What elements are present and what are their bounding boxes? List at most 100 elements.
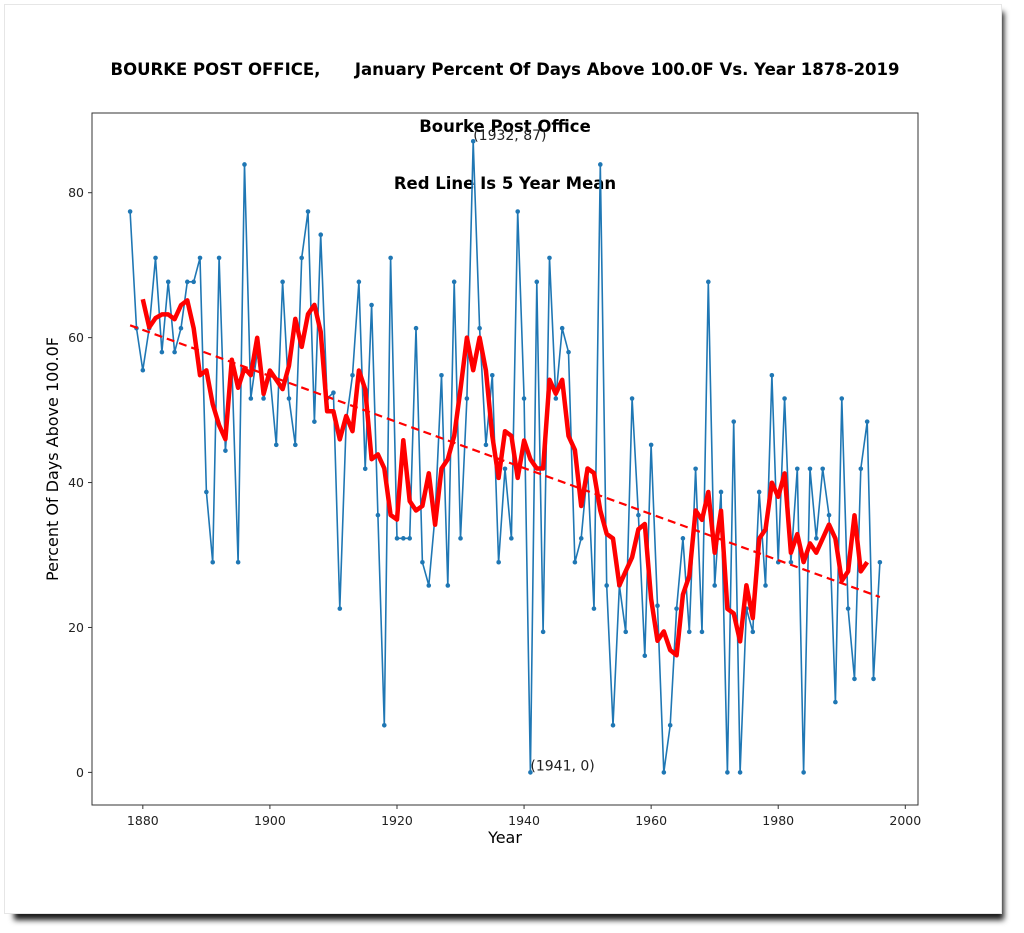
data-point bbox=[223, 448, 228, 453]
data-series-line bbox=[129, 141, 881, 773]
data-point bbox=[204, 489, 209, 495]
data-point bbox=[871, 676, 876, 682]
data-point bbox=[553, 396, 559, 401]
title-line-1: BOURKE POST OFFICE, January Percent Of D… bbox=[110, 60, 900, 79]
annotations: (1932, 87) (1941, 0) bbox=[473, 128, 595, 774]
annotation-label: (1941, 0) bbox=[530, 758, 594, 774]
data-point bbox=[369, 302, 374, 308]
data-point bbox=[140, 367, 146, 373]
data-point bbox=[496, 559, 501, 565]
data-point bbox=[356, 279, 362, 285]
data-point bbox=[712, 583, 717, 588]
data-point bbox=[178, 325, 184, 331]
data-point bbox=[299, 255, 304, 261]
data-point bbox=[839, 396, 845, 401]
data-point bbox=[807, 466, 813, 472]
data-point bbox=[598, 162, 603, 167]
data-point bbox=[801, 770, 806, 775]
data-point bbox=[248, 396, 254, 401]
data-point bbox=[693, 466, 698, 472]
data-point bbox=[458, 536, 463, 541]
data-point bbox=[445, 583, 451, 588]
chart-title: BOURKE POST OFFICE, January Percent Of D… bbox=[0, 22, 1010, 212]
x-axis-label: Year bbox=[487, 828, 522, 847]
data-point bbox=[312, 419, 317, 424]
data-point bbox=[737, 770, 743, 775]
data-point bbox=[127, 209, 133, 214]
data-point bbox=[509, 536, 514, 541]
title-line-3: Red Line Is 5 Year Mean bbox=[393, 174, 617, 193]
data-point bbox=[210, 559, 216, 565]
data-point bbox=[502, 466, 508, 472]
y-axis-label: Percent Of Days Above 100.0F bbox=[43, 337, 62, 581]
x-tick-label: 1920 bbox=[381, 813, 413, 828]
data-point bbox=[407, 536, 412, 541]
data-point bbox=[782, 396, 787, 401]
data-point bbox=[610, 722, 616, 728]
data-point bbox=[280, 279, 285, 285]
plot-area bbox=[127, 138, 883, 775]
data-point bbox=[756, 489, 762, 495]
data-point bbox=[331, 390, 336, 395]
data-point bbox=[375, 512, 381, 518]
data-point bbox=[655, 603, 660, 609]
data-point bbox=[394, 536, 400, 541]
y-tick-label: 80 bbox=[68, 185, 84, 200]
data-point bbox=[661, 770, 667, 775]
axes-frame bbox=[91, 112, 919, 806]
data-point bbox=[489, 373, 495, 378]
data-point bbox=[680, 536, 686, 541]
data-point bbox=[337, 606, 343, 611]
x-tick-label: 1880 bbox=[127, 813, 159, 828]
data-point bbox=[699, 629, 705, 635]
data-point bbox=[833, 699, 838, 705]
data-point bbox=[293, 442, 298, 448]
data-point bbox=[172, 349, 177, 355]
data-point bbox=[286, 396, 292, 401]
data-point bbox=[197, 255, 203, 261]
data-point bbox=[216, 255, 222, 261]
data-point bbox=[401, 536, 406, 541]
data-point bbox=[820, 466, 825, 472]
annotation-label: (1932, 87) bbox=[473, 128, 546, 144]
y-tick-label: 60 bbox=[68, 330, 84, 345]
data-point bbox=[165, 279, 171, 285]
data-point bbox=[483, 442, 489, 448]
data-point bbox=[273, 442, 279, 448]
data-point bbox=[706, 279, 711, 285]
data-point bbox=[381, 722, 387, 728]
data-point bbox=[388, 255, 393, 261]
data-point bbox=[185, 279, 190, 285]
data-point bbox=[191, 279, 196, 285]
data-point bbox=[572, 559, 578, 565]
data-point bbox=[852, 676, 857, 682]
data-point bbox=[153, 255, 158, 261]
data-point bbox=[515, 209, 521, 214]
x-ticks: 1880 1900 1920 1940 1960 1980 2000 bbox=[127, 805, 921, 828]
data-point bbox=[731, 419, 737, 424]
data-point bbox=[623, 629, 629, 635]
data-point bbox=[858, 466, 864, 472]
data-point bbox=[521, 396, 527, 401]
data-point bbox=[788, 559, 794, 565]
data-point bbox=[559, 325, 565, 331]
trend-line bbox=[129, 324, 881, 599]
moving-average-line bbox=[140, 298, 870, 658]
data-point bbox=[667, 722, 673, 728]
data-point bbox=[763, 583, 768, 588]
data-point bbox=[629, 396, 635, 401]
data-point bbox=[674, 606, 679, 611]
x-tick-label: 1960 bbox=[635, 813, 667, 828]
x-tick-label: 1900 bbox=[254, 813, 286, 828]
data-point bbox=[528, 770, 533, 775]
data-point bbox=[470, 138, 476, 144]
data-point bbox=[534, 279, 540, 285]
data-point bbox=[235, 559, 241, 565]
data-point bbox=[750, 629, 756, 635]
data-point bbox=[362, 466, 368, 472]
data-point bbox=[814, 536, 819, 541]
data-point bbox=[648, 442, 654, 448]
data-point bbox=[540, 629, 546, 635]
data-point bbox=[305, 209, 311, 214]
